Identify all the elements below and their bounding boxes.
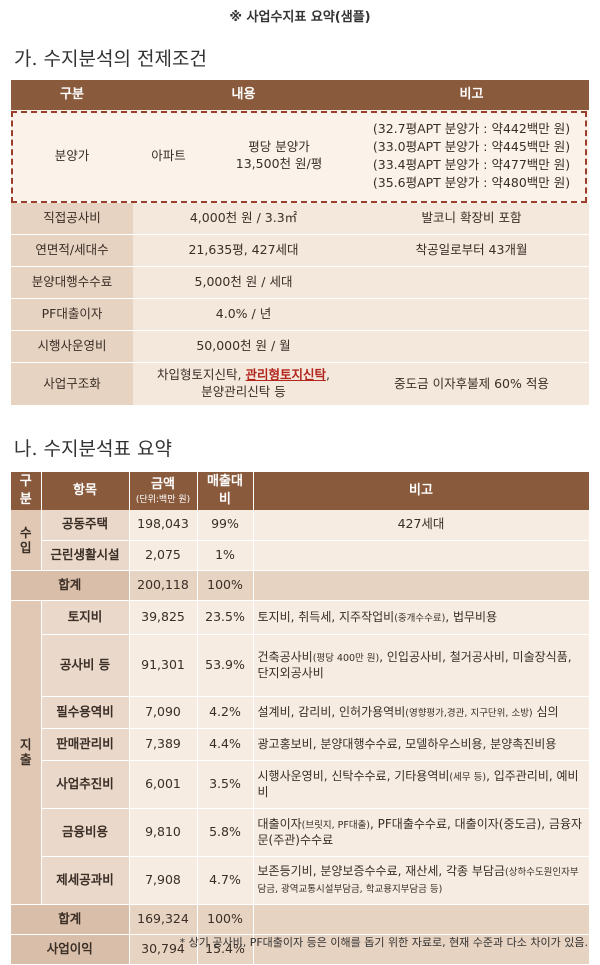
income-amount: 198,043 (129, 510, 198, 541)
income-ratio: 99% (197, 510, 254, 541)
expense-ratio: 4.7% (197, 856, 254, 905)
structure-note: 중도금 이자후불제 60% 적용 (354, 362, 590, 406)
income-ratio: 1% (197, 540, 254, 571)
row-value: 4,000천 원 / 3.3㎡ (133, 202, 355, 235)
sale-price-line1: 평당 분양가 (248, 139, 310, 155)
row-value: 5,000천 원 / 세대 (133, 266, 355, 299)
structure-value-a: 차입형토지신탁, (157, 367, 246, 383)
row-note: 발코니 확장비 포함 (354, 202, 590, 235)
structure-value-b: , (326, 367, 330, 383)
header-amount: 금액 (단위:백만 원) (129, 472, 198, 510)
expense-ratio: 4.4% (197, 728, 254, 761)
header-item: 항목 (41, 472, 130, 510)
expense-note: 광고홍보비, 분양대행수수료, 모델하우스비용, 분양촉진비용 (253, 728, 590, 761)
header-note: 비고 (253, 472, 590, 510)
expense-amount: 7,908 (129, 856, 198, 905)
preconditions-table: 구분 내용 비고 분양가 아파트 평당 분양가 13,500천 원/평 (32.… (11, 80, 590, 406)
expense-item: 판매관리비 (41, 728, 130, 761)
expense-total-note (253, 904, 590, 935)
sale-label: 분양가 (11, 110, 133, 203)
expense-ratio: 3.5% (197, 760, 254, 809)
expense-amount: 6,001 (129, 760, 198, 809)
income-group-char: 입 (19, 539, 32, 555)
sale-notes: (32.7평APT 분양가 : 약442백만 원) (33.0평APT 분양가 … (354, 110, 590, 203)
row-label: PF대출이자 (11, 298, 133, 331)
expense-item: 공사비 등 (41, 634, 130, 697)
income-note: 427세대 (253, 510, 590, 541)
income-total-ratio: 100% (197, 570, 254, 601)
expense-total-ratio: 100% (197, 904, 254, 935)
header-ratio: 매출대비 (197, 472, 254, 510)
sale-note: (35.6평APT 분양가 : 약480백만 원) (372, 175, 571, 191)
row-value: 50,000천 원 / 월 (133, 330, 355, 363)
expense-item: 금융비용 (41, 808, 130, 857)
sale-note: (32.7평APT 분양가 : 약442백만 원) (372, 120, 571, 136)
row-note (354, 330, 590, 363)
expense-item: 필수용역비 (41, 696, 130, 729)
row-value: 4.0% / 년 (133, 298, 355, 331)
page-title: ※ 사업수지표 요약(샘플) (229, 10, 371, 25)
expense-total-amount: 169,324 (129, 904, 198, 935)
expense-note: 시행사운영비, 신탁수수료, 기타용역비(세무 등), 입주관리비, 예비비 (253, 760, 590, 809)
row-note (354, 298, 590, 331)
income-item: 공동주택 (41, 510, 130, 541)
row-note (354, 266, 590, 299)
header-category: 구분 (11, 80, 133, 110)
expense-group-char: 지 (19, 737, 32, 752)
sale-note: (33.0평APT 분양가 : 약445백만 원) (372, 138, 571, 154)
row-label: 직접공사비 (11, 202, 133, 235)
expense-item: 제세공과비 (41, 856, 130, 905)
row-label: 분양대행수수료 (11, 266, 133, 299)
header-group: 구분 (11, 472, 42, 510)
section2-heading: 나. 수지분석표 요약 (14, 438, 172, 460)
expense-note: 설계비, 감리비, 인허가용역비(영향평가,경관, 지구단위, 소방) 심의 (253, 696, 590, 729)
row-value: 21,635평, 427세대 (133, 234, 355, 267)
header-amount-unit: (단위:백만 원) (135, 494, 191, 505)
expense-ratio: 23.5% (197, 600, 254, 635)
income-total-amount: 200,118 (129, 570, 198, 601)
income-item: 근린생활시설 (41, 540, 130, 571)
expense-amount: 39,825 (129, 600, 198, 635)
expense-group-char: 출 (19, 752, 32, 767)
expense-amount: 9,810 (129, 808, 198, 857)
expense-note: 보존등기비, 분양보증수수료, 재산세, 각종 부담금(상하수도원인자부담금, … (253, 856, 590, 905)
row-note: 착공일로부터 43개월 (354, 234, 590, 267)
expense-note: 대출이자(브릿지, PF대출), PF대출수수료, 대출이자(중도금), 금융자… (253, 808, 590, 857)
income-group-char: 수 (19, 524, 32, 540)
structure-value-line2: 분양관리신탁 등 (201, 384, 286, 399)
sale-type: 아파트 (133, 110, 204, 203)
expense-item: 토지비 (41, 600, 130, 635)
expense-amount: 91,301 (129, 634, 198, 697)
expense-amount: 7,090 (129, 696, 198, 729)
footnote: * 상기 공사비, PF대출이자 등은 이해를 돕기 위한 자료로, 현재 수준… (179, 936, 588, 949)
expense-ratio: 5.8% (197, 808, 254, 857)
income-amount: 2,075 (129, 540, 198, 571)
income-total-label: 합계 (11, 570, 130, 601)
section1-heading: 가. 수지분석의 전제조건 (14, 48, 207, 70)
sale-note: (33.4평APT 분양가 : 약477백만 원) (372, 157, 571, 172)
sale-price: 평당 분양가 13,500천 원/평 (204, 110, 355, 203)
header-content: 내용 (133, 80, 355, 110)
sale-price-line2: 13,500천 원/평 (235, 156, 323, 171)
structure-value: 차입형토지신탁, 관리형토지신탁, 분양관리신탁 등 (133, 362, 355, 406)
expense-total-label: 합계 (11, 904, 130, 935)
expense-ratio: 53.9% (197, 634, 254, 697)
income-note (253, 540, 590, 571)
row-label: 연면적/세대수 (11, 234, 133, 267)
expense-item: 사업추진비 (41, 760, 130, 809)
structure-label: 사업구조화 (11, 362, 133, 406)
expense-note: 토지비, 취득세, 지주작업비(중개수수료), 법무비용 (253, 600, 590, 635)
expense-amount: 7,389 (129, 728, 198, 761)
structure-highlight: 관리형토지신탁 (245, 367, 326, 383)
header-note: 비고 (354, 80, 590, 110)
row-label: 시행사운영비 (11, 330, 133, 363)
expense-note: 건축공사비(평당 400만 원), 인입공사비, 철거공사비, 미술장식품, 단… (253, 634, 590, 697)
expense-ratio: 4.2% (197, 696, 254, 729)
income-total-note (253, 570, 590, 601)
